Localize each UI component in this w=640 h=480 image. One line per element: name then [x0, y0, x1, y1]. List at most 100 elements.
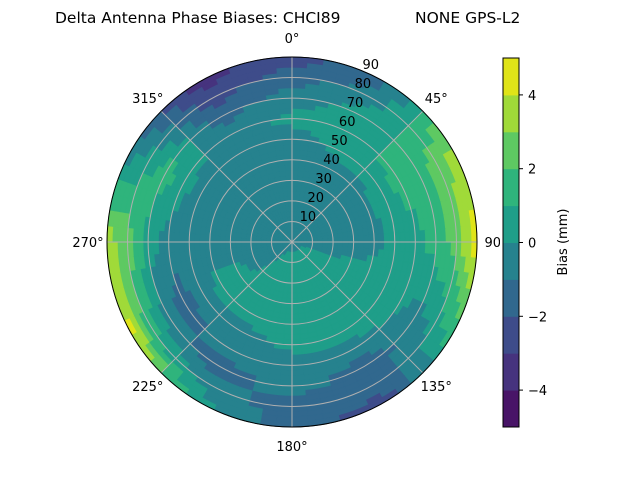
contour-cell: [199, 233, 206, 243]
contour-cell: [283, 323, 293, 330]
chart-title: Delta Antenna Phase Biases: CHCI89: [55, 9, 340, 27]
colorbar-band: [503, 205, 519, 243]
colorbar-tick-label: 2: [528, 163, 536, 178]
contour-cell: [424, 241, 432, 255]
contour-cell: [404, 241, 411, 253]
contour-cell: [399, 231, 406, 243]
contour-cell: [282, 138, 293, 146]
contour-cell: [286, 185, 293, 192]
contour-cell: [173, 241, 180, 253]
contour-cell: [291, 123, 303, 130]
colorbar-band: [503, 168, 519, 207]
contour-cell: [291, 354, 303, 361]
contour-cell: [291, 82, 307, 89]
contour-cell: [291, 390, 306, 397]
contour-cell: [291, 159, 300, 166]
contour-cell: [337, 237, 344, 243]
radial-tick-label: 50: [331, 134, 348, 149]
contour-cell: [368, 234, 375, 243]
contour-cell: [214, 234, 221, 243]
contour-cell: [178, 231, 185, 243]
contour-cell: [291, 174, 299, 182]
colorbar-tick-label: 0: [528, 237, 536, 252]
contour-cell: [277, 82, 293, 89]
colorbar-band: [503, 58, 519, 96]
contour-cell: [204, 233, 211, 243]
contour-cell: [283, 328, 293, 335]
contour-cell: [279, 374, 293, 382]
contour-cell: [388, 232, 396, 243]
contour-cell: [224, 235, 232, 243]
contour-cell: [440, 228, 447, 243]
contour-cell: [419, 241, 427, 255]
colorbar-band: [503, 279, 519, 317]
contour-cell: [209, 241, 216, 250]
contour-cell: [287, 200, 293, 207]
contour-cell: [291, 297, 298, 305]
contour-cell: [291, 87, 306, 94]
contour-cell: [388, 241, 396, 252]
contour-cell: [332, 237, 339, 243]
colorbar-tick-label: −4: [528, 384, 547, 399]
contour-cell: [278, 87, 293, 94]
contour-cell: [358, 235, 365, 243]
contour-cell: [240, 241, 247, 247]
contour-cell: [245, 241, 252, 247]
contour-cell: [283, 143, 293, 151]
contour-cell: [283, 333, 293, 341]
contour-cell: [235, 241, 242, 248]
contour-cell: [291, 323, 301, 330]
colorbar-tick-label: 4: [528, 89, 536, 104]
contour-cell: [229, 236, 237, 243]
colorbar-band: [503, 316, 519, 354]
contour-cell: [291, 313, 300, 320]
contour-cell: [440, 241, 447, 256]
contour-cell: [278, 390, 293, 397]
contour-cell: [284, 318, 293, 325]
contour-cell: [378, 233, 385, 243]
contour-cell: [291, 169, 299, 176]
colorbar-band: [503, 94, 519, 133]
contour-cell: [283, 149, 293, 156]
contour-cell: [152, 229, 160, 243]
contour-cell: [352, 235, 360, 243]
angle-tick-label: 135°: [421, 380, 452, 395]
contour-cell: [342, 236, 349, 243]
contour-cell: [352, 241, 360, 249]
contour-cell: [193, 241, 201, 251]
contour-cell: [173, 231, 180, 243]
colorbar-band: [503, 242, 519, 280]
contour-cell: [383, 233, 391, 243]
radial-tick-label: 60: [339, 115, 356, 130]
contour-cell: [285, 308, 293, 315]
contour-cell: [282, 338, 293, 346]
angle-tick-label: 0°: [285, 32, 300, 47]
contour-cell: [287, 190, 293, 197]
contour-cell: [373, 241, 380, 251]
contour-cell: [137, 241, 144, 256]
contour-cell: [291, 128, 303, 135]
contour-cell: [250, 241, 257, 247]
contour-cell: [279, 369, 293, 377]
contour-cell: [229, 241, 237, 248]
contour-cell: [285, 169, 293, 176]
angle-tick-label: 270°: [72, 236, 103, 251]
contour-cell: [281, 349, 293, 356]
angle-tick-label: 315°: [132, 92, 163, 107]
contour-cell: [224, 241, 232, 249]
contour-cell: [291, 179, 298, 187]
contour-cell: [286, 179, 293, 187]
contour-cell: [445, 241, 452, 257]
contour-cell: [281, 128, 293, 135]
contour-cell: [291, 369, 305, 377]
contour-cell: [204, 241, 211, 251]
contour-cell: [284, 164, 293, 171]
contour-cell: [287, 195, 293, 202]
contour-cell: [291, 287, 297, 294]
contour-cell: [291, 149, 301, 156]
contour-cell: [419, 229, 427, 243]
colorbar-tick-label: −2: [528, 310, 547, 325]
contour-cell: [137, 228, 144, 243]
contour-cell: [279, 102, 293, 110]
